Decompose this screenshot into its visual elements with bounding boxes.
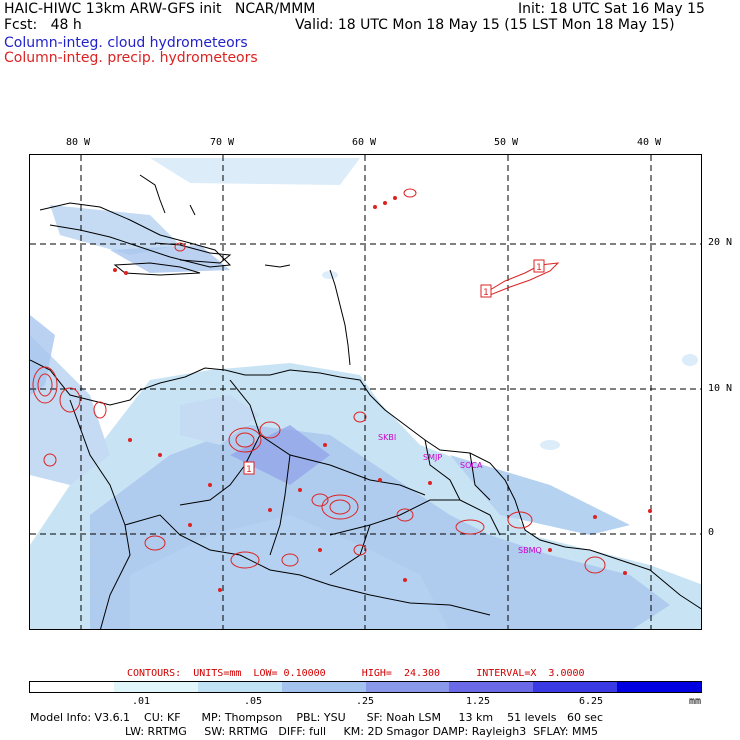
station-label-soca: SOCA bbox=[460, 461, 483, 470]
map-canvas: 1 1 1 SKBI SMJP SOCA SBMQ bbox=[30, 155, 701, 629]
colorbar-units: mm bbox=[689, 696, 702, 707]
contour-info: CONTOURS: UNITS=mm LOW= 0.10000 HIGH= 24… bbox=[127, 668, 585, 679]
colorbar bbox=[29, 681, 702, 693]
contour-mark-1: 1 bbox=[536, 263, 542, 273]
station-label-smjp: SMJP bbox=[423, 453, 442, 462]
colorbar-segment bbox=[533, 682, 618, 692]
colorbar-label-005: .05 bbox=[244, 696, 263, 707]
colorbar-segment bbox=[113, 682, 198, 692]
lon-label-70w: 70 W bbox=[210, 137, 235, 148]
colorbar-segment bbox=[197, 682, 282, 692]
lat-label-20n: 20 N bbox=[708, 237, 733, 248]
lat-label-10n: 10 N bbox=[708, 383, 733, 394]
colorbar-segment bbox=[449, 682, 534, 692]
legend-precip: Column-integ. precip. hydrometeors bbox=[4, 50, 258, 66]
colorbar-label-625: 6.25 bbox=[579, 696, 604, 707]
contour-mark-3: 1 bbox=[246, 465, 252, 475]
precip-contours bbox=[32, 188, 606, 574]
valid-time: Valid: 18 UTC Mon 18 May 15 (15 LST Mon … bbox=[295, 17, 675, 33]
colorbar-segment bbox=[30, 682, 114, 692]
colorbar-segment bbox=[617, 682, 701, 692]
model-info-line1: Model Info: V3.6.1 CU: KF MP: Thompson P… bbox=[30, 711, 603, 724]
colorbar-segment bbox=[365, 682, 450, 692]
contour-value-boxes: 1 1 1 bbox=[243, 259, 545, 475]
contour-mark-2: 1 bbox=[483, 288, 489, 298]
init-time: Init: 18 UTC Sat 16 May 15 bbox=[518, 1, 705, 17]
lon-label-40w: 40 W bbox=[637, 137, 662, 148]
station-label-skbi: SKBI bbox=[378, 433, 396, 442]
lat-label-0: 0 bbox=[708, 527, 715, 538]
colorbar-label-025: .25 bbox=[356, 696, 375, 707]
model-info-line2: LW: RRTMG SW: RRTMG DIFF: full KM: 2D Sm… bbox=[125, 725, 598, 738]
latlon-grid bbox=[30, 155, 701, 629]
legend-cloud: Column-integ. cloud hydrometeors bbox=[4, 35, 248, 51]
station-labels: SKBI SMJP SOCA SBMQ bbox=[378, 433, 542, 555]
plot-title: HAIC-HIWC 13km ARW-GFS init NCAR/MMM bbox=[4, 1, 316, 17]
lon-label-60w: 60 W bbox=[352, 137, 377, 148]
map-panel: 1 1 1 SKBI SMJP SOCA SBMQ bbox=[29, 154, 702, 630]
colorbar-segment bbox=[281, 682, 366, 692]
colorbar-label-125: 1.25 bbox=[466, 696, 491, 707]
forecast-hour: Fcst: 48 h bbox=[4, 17, 82, 33]
precip-dots bbox=[113, 196, 652, 592]
colorbar-label-001: .01 bbox=[132, 696, 151, 707]
lon-label-80w: 80 W bbox=[66, 137, 91, 148]
lon-label-50w: 50 W bbox=[494, 137, 519, 148]
station-label-sbmq: SBMQ bbox=[518, 546, 542, 555]
